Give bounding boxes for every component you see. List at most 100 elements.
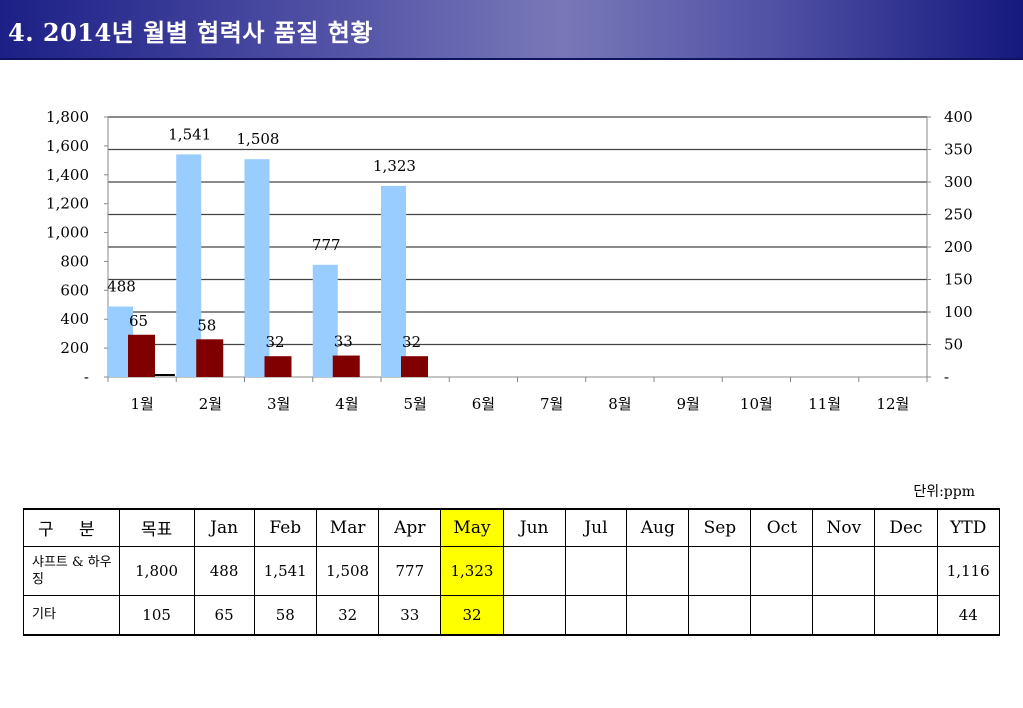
table-cell: 777: [378, 545, 442, 596]
table-cell: 32: [315, 594, 380, 636]
quality-table: 구 분 목표 Jan Feb Mar Apr May Jun Jul Aug Sep Oct Nov De…: [23, 508, 1000, 636]
table-header-cell: Sep: [688, 508, 752, 547]
y-right-tick-label: 300: [944, 173, 973, 191]
y-right-tick-label: -: [944, 368, 949, 386]
table-header-cell: Feb: [253, 508, 317, 547]
x-tick-label: 9월: [676, 395, 699, 413]
data-label-series-2: 58: [197, 316, 216, 334]
table-cell: 1,508: [315, 545, 380, 596]
table-cell: 65: [193, 594, 255, 636]
table-header-cell: Jun: [502, 508, 566, 547]
unit-label: 단위:ppm: [913, 484, 975, 500]
table-row: 기타 105 65 58 32 33 32 44: [23, 594, 1000, 636]
data-label-series-1: 777: [312, 236, 341, 254]
x-tick-label: 12월: [876, 395, 909, 413]
table-cell: [812, 545, 876, 596]
y-left-tick-label: 600: [60, 281, 89, 299]
table-cell: 33: [378, 594, 442, 636]
table-row-label: 샤프트 & 하우징: [23, 545, 120, 596]
table-cell: [564, 545, 628, 596]
table-header-cell: Nov: [812, 508, 876, 547]
y-left-tick-label: -: [84, 368, 89, 386]
bar-series-2: [401, 356, 428, 377]
table-header-cell: Apr: [378, 508, 442, 547]
data-label-series-2: 65: [129, 312, 148, 330]
table-cell: 58: [253, 594, 317, 636]
table-header-cell: Mar: [315, 508, 380, 547]
bar-series-2: [128, 334, 155, 377]
y-right-tick-label: 250: [944, 206, 973, 224]
data-label-series-2: 33: [334, 333, 353, 351]
table-cell: 44: [936, 594, 1000, 636]
y-right-tick-label: 50: [944, 336, 963, 354]
x-tick-label: 7월: [540, 395, 563, 413]
y-right-tick-label: 350: [944, 141, 973, 159]
table-cell: [688, 545, 752, 596]
table-cell: 32: [440, 594, 504, 636]
table-cell: 488: [193, 545, 255, 596]
y-left-tick-label: 1,200: [46, 195, 89, 213]
table-cell: [626, 594, 690, 636]
data-label-series-1: 1,541: [168, 125, 211, 143]
table-row-label: 기타: [23, 594, 120, 636]
table-header-category: 구 분: [23, 508, 120, 547]
x-tick-label: 5월: [403, 395, 426, 413]
page-title: 4. 2014년 월별 협력사 품질 현황: [8, 18, 373, 47]
table-row: 샤프트 & 하우징 1,800 488 1,541 1,508 777 1,323 1,116: [23, 545, 1000, 596]
y-left-tick-label: 1,000: [46, 224, 89, 242]
x-tick-label: 1월: [130, 395, 153, 413]
y-right-tick-label: 200: [944, 238, 973, 256]
table-cell: [502, 594, 566, 636]
x-tick-label: 10월: [740, 395, 773, 413]
bar-series-2: [264, 356, 292, 377]
table-cell: [750, 545, 814, 596]
table-cell: [626, 545, 690, 596]
x-tick-label: 2월: [199, 395, 222, 413]
y-left-tick-label: 200: [60, 339, 89, 357]
y-left-tick-label: 1,800: [46, 108, 89, 126]
y-left-tick-label: 1,600: [46, 137, 89, 155]
y-right-tick-label: 400: [944, 108, 973, 126]
table-header-cell: Aug: [626, 508, 690, 547]
x-tick-label: 4월: [335, 395, 358, 413]
bar-series-1: [381, 185, 406, 377]
title-bar: 4. 2014년 월별 협력사 품질 현황: [0, 0, 1023, 60]
table-header-cell: YTD: [936, 508, 1000, 547]
table-cell: 1,323: [440, 545, 504, 596]
y-right-tick-label: 100: [944, 303, 973, 321]
data-label-series-1: 1,508: [237, 130, 280, 148]
table-cell: 1,116: [936, 545, 1000, 596]
table-cell: 1,800: [118, 545, 195, 596]
table-cell: [874, 545, 938, 596]
y-left-tick-label: 400: [60, 310, 89, 328]
bar-series-2: [196, 339, 224, 377]
monthly-quality-chart: - 200 400 600 800 1,000 1,200 1,400 1,600 1,800 - 5…: [46, 108, 973, 413]
table-header-cell: Jul: [564, 508, 628, 547]
x-tick-label: 8월: [608, 395, 631, 413]
y-left-tick-label: 1,400: [46, 166, 89, 184]
x-tick-label: 3월: [267, 395, 290, 413]
table-cell: [502, 545, 566, 596]
y-left-tick-label: 800: [60, 252, 89, 270]
table-cell: 105: [118, 594, 195, 636]
table-header-cell: Jan: [193, 508, 255, 547]
table-cell: 1,541: [253, 545, 317, 596]
table-cell: [874, 594, 938, 636]
data-label-series-1: 488: [107, 278, 136, 296]
bar-series-2: [332, 355, 360, 377]
table-header-cell: 목표: [118, 508, 195, 547]
table-cell: [564, 594, 628, 636]
table-header-cell: Dec: [874, 508, 938, 547]
table-cell: [812, 594, 876, 636]
data-label-series-2: 32: [265, 333, 284, 351]
x-tick-label: 11월: [808, 395, 841, 413]
table-header-cell: Oct: [750, 508, 814, 547]
data-label-series-2: 32: [402, 333, 421, 351]
table-header-row: 구 분 목표 Jan Feb Mar Apr May Jun Jul Aug Sep Oct Nov De…: [23, 508, 1000, 547]
table-cell: [750, 594, 814, 636]
bar-series-1: [244, 159, 270, 377]
x-tick-label: 6월: [472, 395, 495, 413]
table-cell: [688, 594, 752, 636]
data-label-series-1: 1,323: [373, 157, 416, 175]
table-header-cell: May: [440, 508, 504, 547]
